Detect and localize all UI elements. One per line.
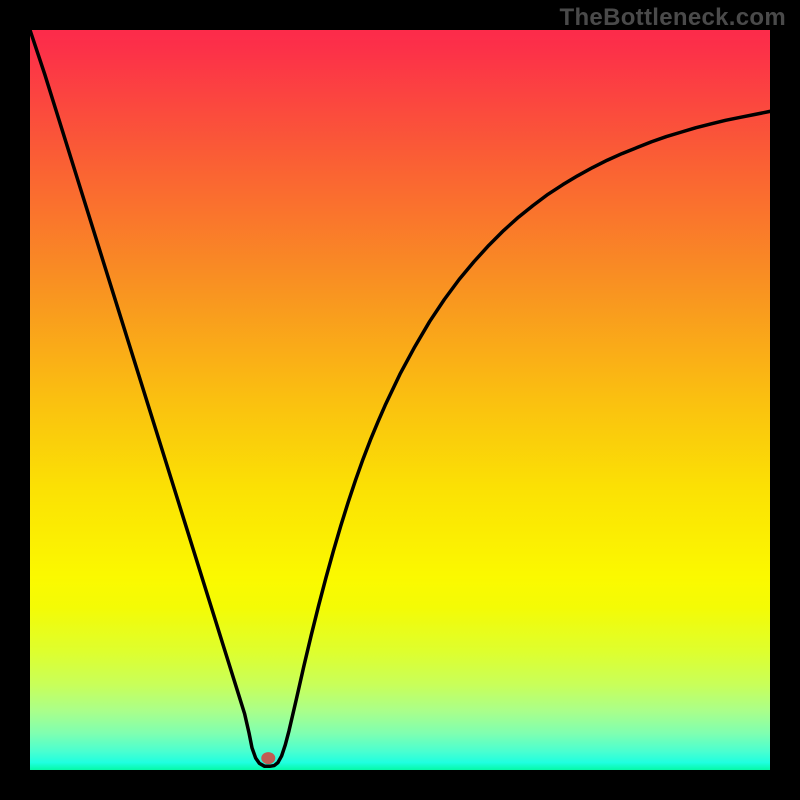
frame-border-top: [0, 0, 800, 30]
bottleneck-chart: [0, 0, 800, 800]
optimum-marker: [261, 752, 275, 764]
frame-border-right: [770, 0, 800, 800]
chart-frame: TheBottleneck.com: [0, 0, 800, 800]
frame-border-left: [0, 0, 30, 800]
frame-border-bottom: [0, 770, 800, 800]
